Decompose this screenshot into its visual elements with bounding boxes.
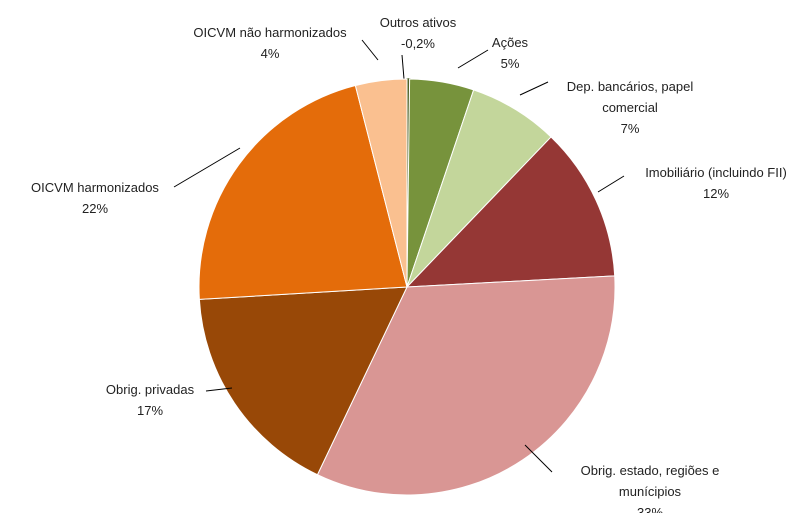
leader-line [205,387,233,392]
category-label: Ações [491,35,529,50]
category-label: Outros ativos [379,15,457,30]
category-label: Obrig. estado, regiões e munícipios [580,463,720,499]
pie-slice [405,136,616,288]
slice-label: OICVM harmonizados 22% [10,177,180,219]
leader-line [401,54,405,80]
value-label: -0,2% [401,36,435,51]
leader-line [457,49,489,69]
slice-label: Imobiliário (incluindo FII) 12% [621,162,808,204]
pie-slice [354,78,408,288]
value-label: 17% [136,403,164,418]
value-label: 12% [702,186,730,201]
slice-label: Obrig. estado, regiões e munícipios 33% [560,460,740,513]
leader-line [361,39,379,61]
leader-line [519,81,549,96]
leader-line [173,147,241,188]
leader-line [524,444,553,473]
pie-slice [316,275,616,496]
value-label: 33% [636,505,664,513]
slice-label: Ações 5% [470,32,550,74]
slice-label: Outros ativos -0,2% [358,12,478,54]
category-label: OICVM não harmonizados [193,25,347,40]
pie-slice [198,286,408,476]
slice-label: Obrig. privadas 17% [85,379,215,421]
slice-label: Dep. bancários, papel comercial 7% [555,76,705,139]
slice-label: OICVM não harmonizados 4% [170,22,370,64]
category-label: Dep. bancários, papel comercial [566,79,694,115]
value-label: 4% [260,46,280,61]
value-label: 5% [500,56,520,71]
value-label: 7% [620,121,640,136]
pie-slice [198,84,408,300]
category-label: Imobiliário (incluindo FII) [645,165,787,180]
category-label: OICVM harmonizados [31,180,159,195]
category-label: Obrig. privadas [105,382,195,397]
leader-line [597,175,625,193]
value-label: 22% [81,201,109,216]
